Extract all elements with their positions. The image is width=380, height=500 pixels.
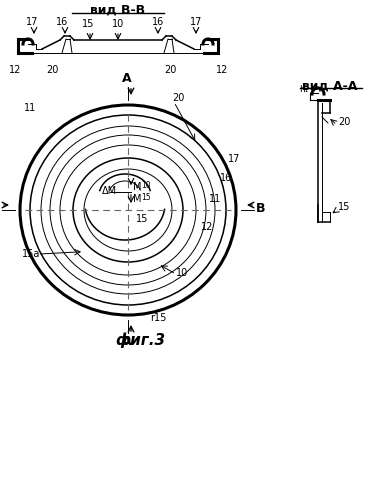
Text: 11: 11 — [24, 103, 36, 113]
Text: r15: r15 — [150, 313, 166, 323]
Text: 20: 20 — [164, 65, 176, 75]
Text: B: B — [256, 202, 266, 214]
Text: фиг.3: фиг.3 — [115, 332, 165, 347]
Text: 17: 17 — [190, 17, 202, 27]
Text: M: M — [133, 194, 141, 204]
Text: A: A — [122, 72, 132, 85]
Text: 16: 16 — [152, 17, 164, 27]
Text: 12: 12 — [9, 65, 21, 75]
Text: 15a: 15a — [22, 249, 40, 259]
Text: 12: 12 — [201, 222, 214, 232]
Text: M: M — [133, 182, 141, 192]
Text: A: A — [122, 335, 132, 348]
Text: 12: 12 — [216, 65, 228, 75]
Text: 16: 16 — [56, 17, 68, 27]
Text: 17: 17 — [26, 17, 38, 27]
Text: 20: 20 — [338, 117, 350, 127]
Text: 20: 20 — [172, 93, 184, 103]
Text: 15: 15 — [136, 214, 148, 224]
Text: 15: 15 — [338, 202, 350, 212]
Text: ΔM: ΔM — [102, 186, 117, 196]
Text: h₁: h₁ — [299, 86, 308, 94]
Text: 10: 10 — [176, 268, 188, 278]
Text: 10: 10 — [141, 181, 150, 190]
Text: 20: 20 — [46, 65, 58, 75]
Text: 11: 11 — [209, 194, 221, 204]
Text: 15: 15 — [82, 19, 94, 29]
Text: 10: 10 — [112, 19, 124, 29]
Text: 15: 15 — [141, 193, 150, 202]
Text: 16: 16 — [220, 172, 232, 182]
Text: 17: 17 — [228, 154, 241, 164]
Text: вид A-A: вид A-A — [302, 80, 358, 93]
Text: вид B-B: вид B-B — [90, 4, 146, 17]
